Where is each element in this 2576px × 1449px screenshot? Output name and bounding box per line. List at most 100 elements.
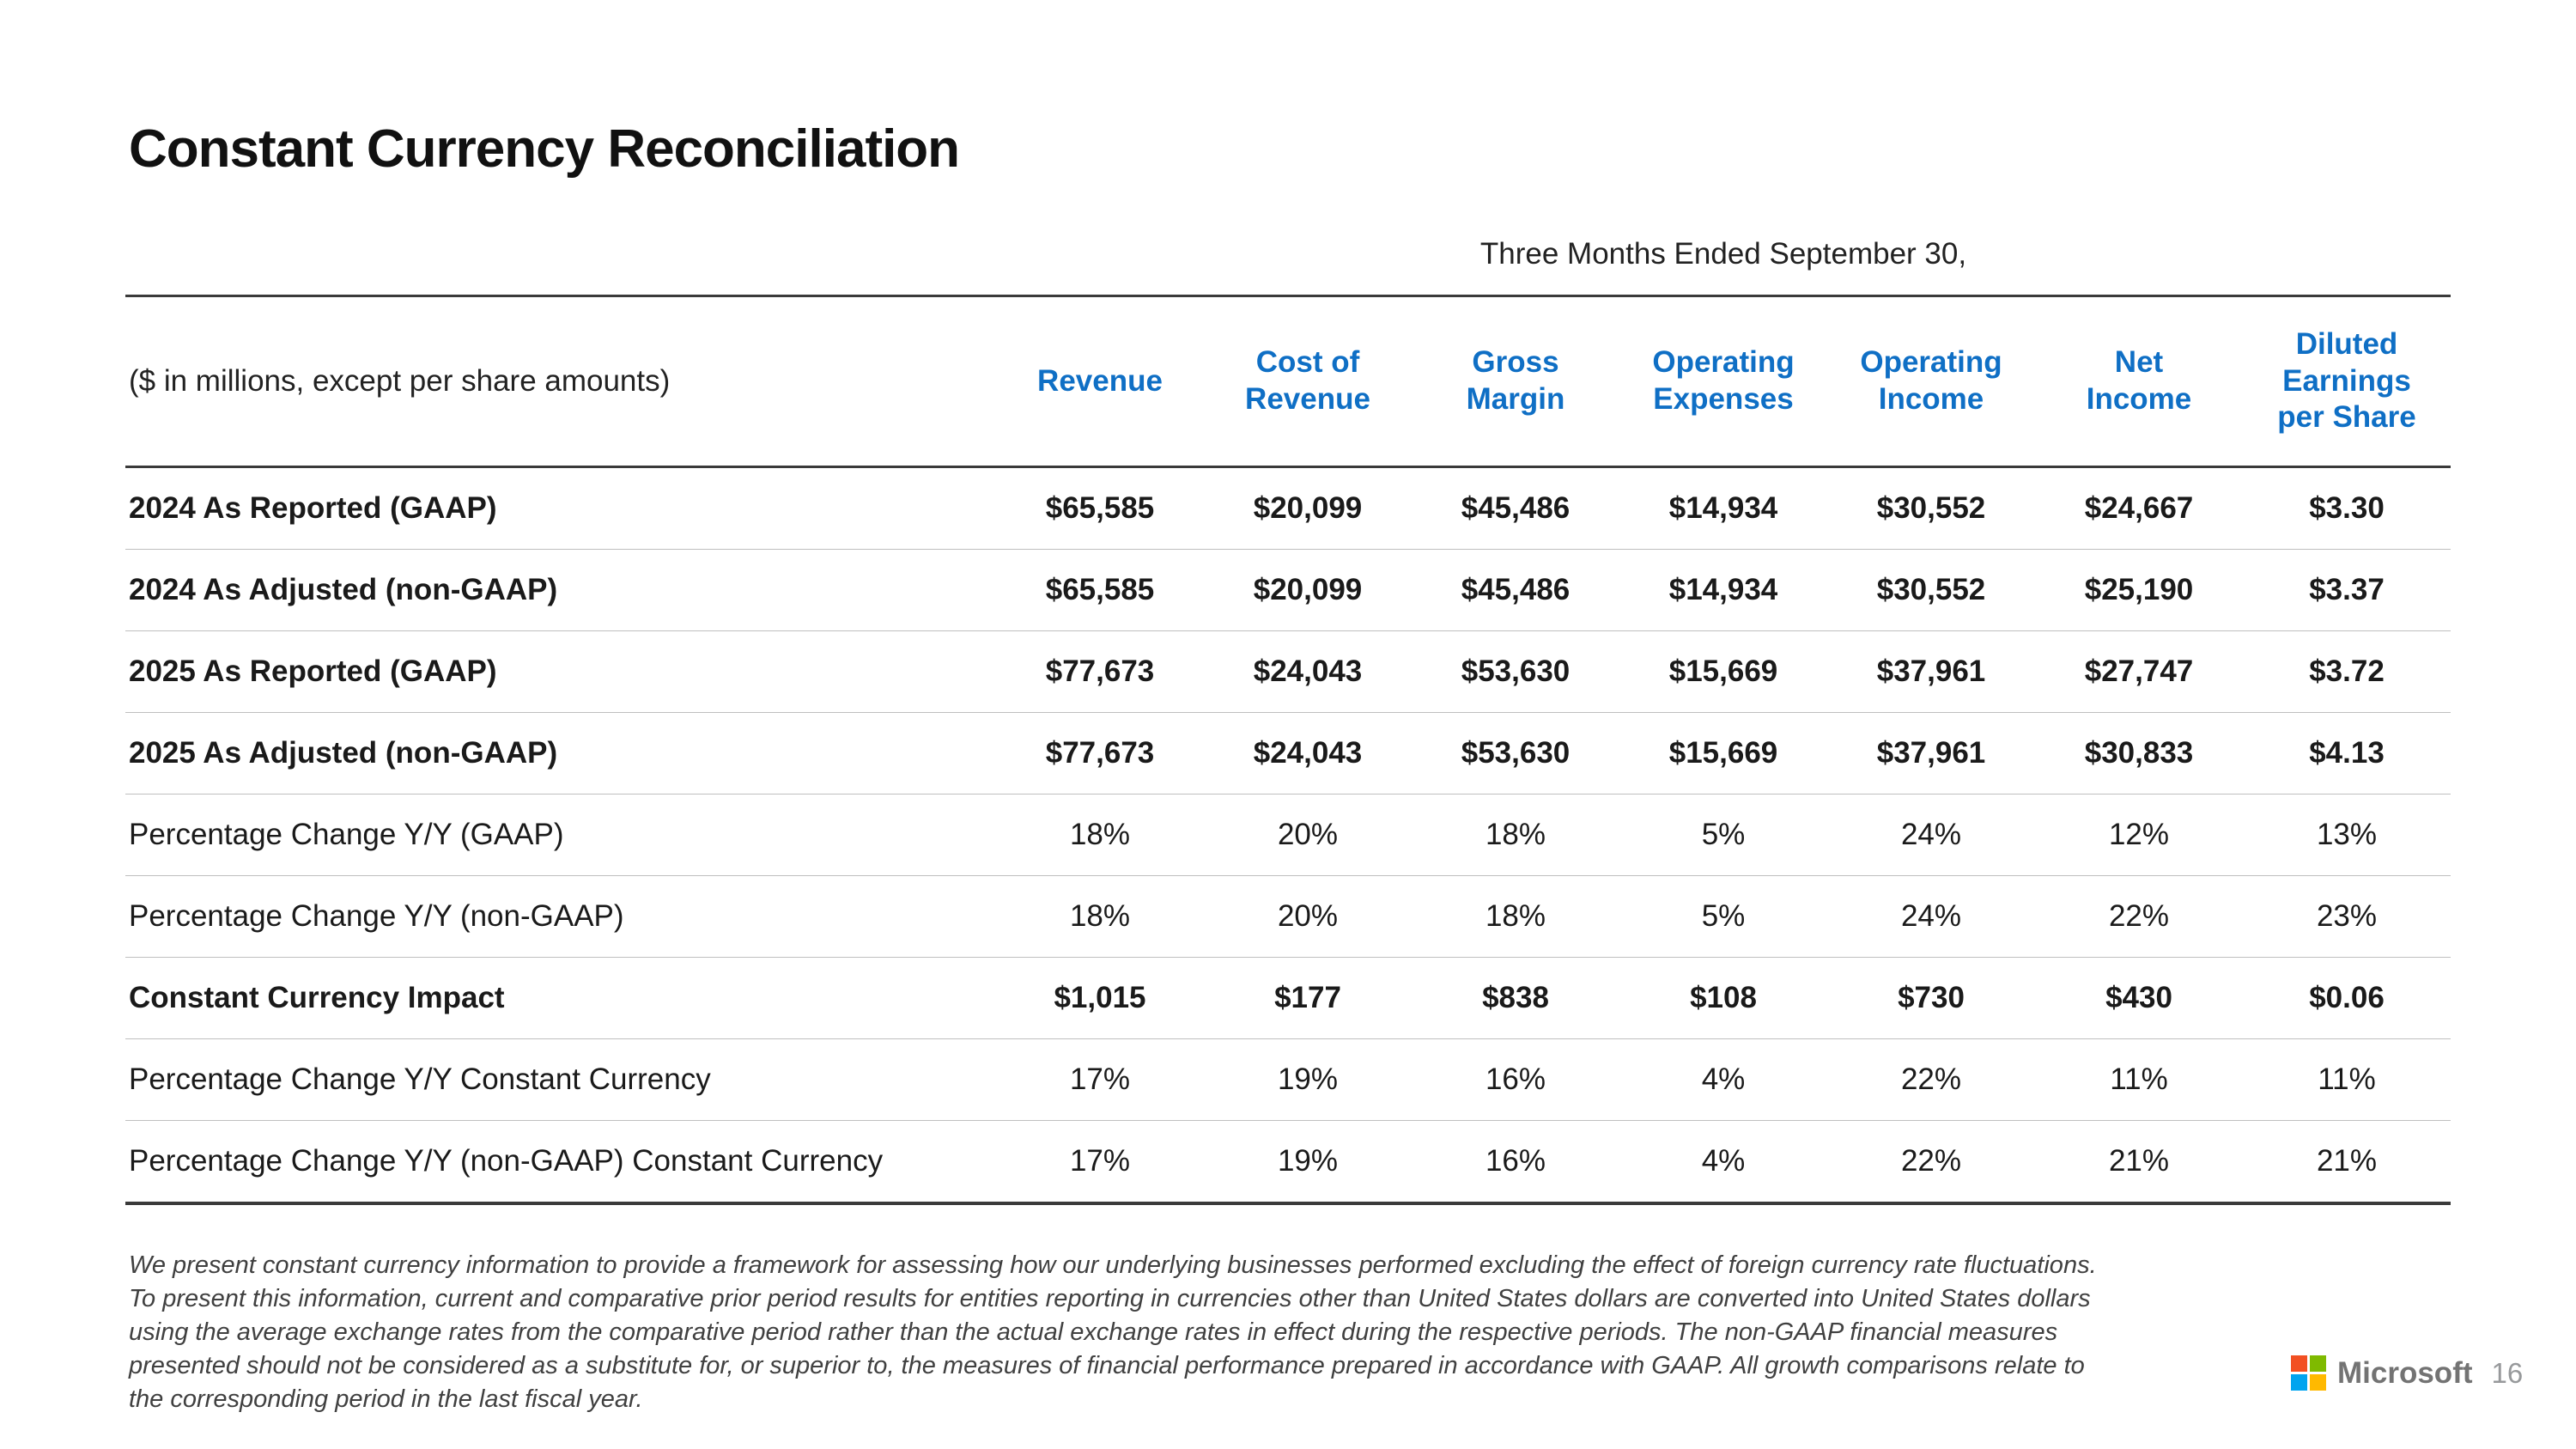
table-cell: 12%: [2108, 818, 2170, 851]
table-cell: $14,934: [1668, 491, 1778, 525]
table-cell: $45,486: [1461, 573, 1571, 606]
table-cell: $15,669: [1668, 736, 1778, 770]
column-header-diluted-eps: Diluted Earnings per Share: [2277, 326, 2416, 435]
column-header-revenue: Revenue: [1037, 363, 1163, 398]
period-header: Three Months Ended September 30,: [1479, 237, 1967, 271]
footnote-line: presented should not be considered as a …: [129, 1352, 2085, 1379]
column-header-cost-of-revenue: Cost of Revenue: [1245, 345, 1370, 416]
table-cell: $3.30: [2309, 491, 2385, 525]
table-cell: 17%: [1069, 1144, 1131, 1178]
table-cell: $77,673: [1045, 736, 1155, 770]
table-cell: 19%: [1277, 1062, 1339, 1096]
table-cell: $45,486: [1461, 491, 1571, 525]
table-cell: $37,961: [1876, 736, 1986, 770]
table-cell: 24%: [1900, 818, 1962, 851]
table-cell: $25,190: [2084, 573, 2194, 606]
table-row: 2024 As Adjusted (non-GAAP) $65,585 $20,…: [125, 550, 2451, 631]
row-label: 2024 As Adjusted (non-GAAP): [129, 573, 558, 606]
table-cell: $65,585: [1045, 491, 1155, 525]
table-cell: 18%: [1069, 899, 1131, 933]
page-title: Constant Currency Reconciliation: [129, 119, 960, 179]
table-row: 2025 As Adjusted (non-GAAP) $77,673 $24,…: [125, 713, 2451, 795]
microsoft-wordmark: Microsoft: [2337, 1355, 2473, 1390]
logo-square-blue: [2291, 1374, 2307, 1391]
table-cell: $14,934: [1668, 573, 1778, 606]
table-cell: 22%: [1900, 1062, 1962, 1096]
table-row: Percentage Change Y/Y (non-GAAP) Constan…: [125, 1121, 2451, 1202]
table-cell: $3.72: [2309, 654, 2385, 688]
table-cell: $0.06: [2309, 981, 2385, 1014]
row-label: 2025 As Reported (GAAP): [129, 654, 497, 688]
table-cell: 5%: [1701, 818, 1746, 851]
row-label: Percentage Change Y/Y Constant Currency: [129, 1062, 711, 1096]
row-label: 2025 As Adjusted (non-GAAP): [129, 736, 558, 770]
table-header-row: ($ in millions, except per share amounts…: [125, 297, 2451, 468]
column-header-operating-expenses: Operating Expenses: [1652, 345, 1795, 416]
table-cell: $20,099: [1253, 491, 1363, 525]
table-cell: $430: [2105, 981, 2172, 1014]
table-cell: 4%: [1701, 1062, 1746, 1096]
table-row: 2024 As Reported (GAAP) $65,585 $20,099 …: [125, 468, 2451, 550]
footnote-line: the corresponding period in the last fis…: [129, 1385, 643, 1413]
table-cell: $177: [1274, 981, 1341, 1014]
table-cell: $65,585: [1045, 573, 1155, 606]
logo-square-green: [2310, 1355, 2326, 1372]
table-row: Percentage Change Y/Y (non-GAAP) 18% 20%…: [125, 876, 2451, 958]
table-cell: $53,630: [1461, 736, 1571, 770]
table-cell: 19%: [1277, 1144, 1339, 1178]
table-cell: 5%: [1701, 899, 1746, 933]
column-header-operating-income: Operating Income: [1860, 345, 2002, 416]
table-cell: 4%: [1701, 1144, 1746, 1178]
table-cell: 23%: [2316, 899, 2378, 933]
table-cell: $24,667: [2084, 491, 2194, 525]
column-header-net-income: Net Income: [2086, 345, 2192, 416]
table-cell: 24%: [1900, 899, 1962, 933]
table-cell: 20%: [1277, 818, 1339, 851]
table-cell: $24,043: [1253, 736, 1363, 770]
table-cell: 18%: [1069, 818, 1131, 851]
row-label: Percentage Change Y/Y (non-GAAP) Constan…: [129, 1144, 884, 1178]
reconciliation-table: ($ in millions, except per share amounts…: [125, 295, 2451, 1205]
table-cell: $4.13: [2309, 736, 2385, 770]
table-cell: $27,747: [2084, 654, 2194, 688]
table-cell: 16%: [1485, 1144, 1546, 1178]
table-cell: $24,043: [1253, 654, 1363, 688]
table-cell: 22%: [2108, 899, 2170, 933]
table-cell: $20,099: [1253, 573, 1363, 606]
table-cell: 18%: [1485, 818, 1546, 851]
table-cell: 13%: [2316, 818, 2378, 851]
table-cell: 21%: [2108, 1144, 2170, 1178]
table-cell: 21%: [2316, 1144, 2378, 1178]
row-label: Percentage Change Y/Y (GAAP): [129, 818, 564, 851]
table-cell: $1,015: [1054, 981, 1146, 1014]
table-row: Percentage Change Y/Y Constant Currency …: [125, 1039, 2451, 1121]
table-cell: $108: [1690, 981, 1757, 1014]
logo-square-yellow: [2310, 1374, 2326, 1391]
table-cell: 11%: [2318, 1062, 2376, 1096]
table-cell: 22%: [1900, 1144, 1962, 1178]
table-row: Percentage Change Y/Y (GAAP) 18% 20% 18%…: [125, 795, 2451, 876]
table-cell: $730: [1898, 981, 1965, 1014]
table-cell: $838: [1482, 981, 1549, 1014]
footnote-line: To present this information, current and…: [129, 1285, 2091, 1312]
table-cell: 17%: [1069, 1062, 1131, 1096]
table-cell: 16%: [1485, 1062, 1546, 1096]
footnote-line: We present constant currency information…: [129, 1251, 2097, 1279]
logo-square-red: [2291, 1355, 2307, 1372]
footnote-line: using the average exchange rates from th…: [129, 1318, 2058, 1346]
footnote: We present constant currency information…: [129, 1249, 2097, 1416]
table-cell: $77,673: [1045, 654, 1155, 688]
row-label: Constant Currency Impact: [129, 981, 505, 1014]
row-label: 2024 As Reported (GAAP): [129, 491, 497, 525]
page-number: 16: [2491, 1356, 2524, 1389]
table-cell: $15,669: [1668, 654, 1778, 688]
table-cell: $53,630: [1461, 654, 1571, 688]
footer: Microsoft 16: [2291, 1355, 2523, 1391]
table-cell: $30,552: [1876, 491, 1986, 525]
column-header-gross-margin: Gross Margin: [1466, 345, 1565, 416]
table-row: Constant Currency Impact $1,015 $177 $83…: [125, 958, 2451, 1039]
table-cell: $37,961: [1876, 654, 1986, 688]
table-cell: $30,833: [2084, 736, 2194, 770]
table-cell: 11%: [2110, 1062, 2168, 1096]
